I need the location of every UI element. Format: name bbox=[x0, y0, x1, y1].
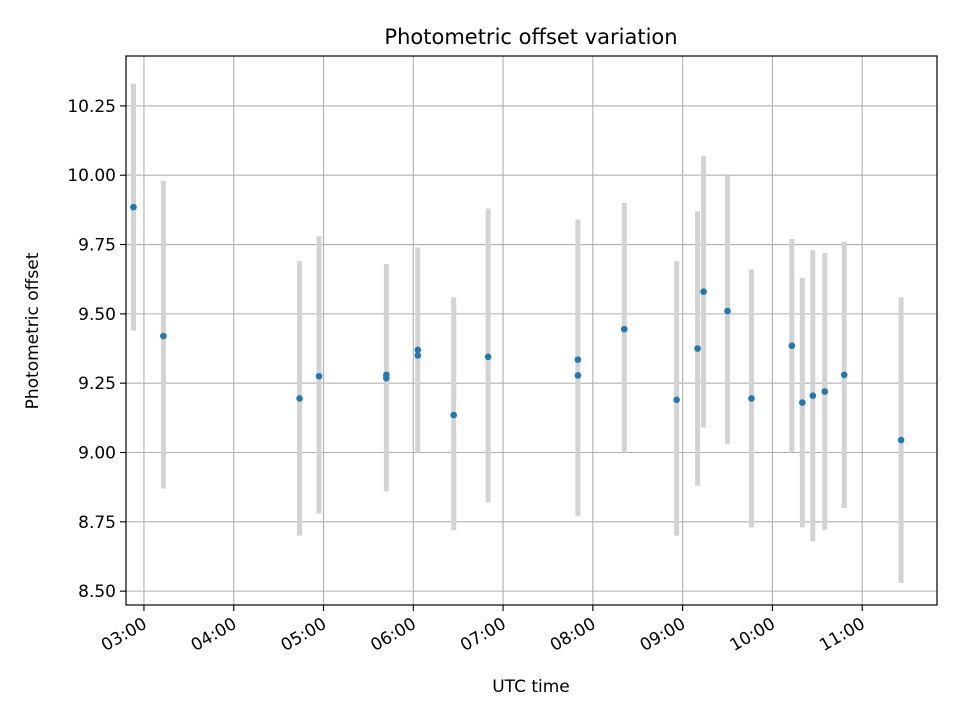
plot-area-frame bbox=[125, 55, 938, 606]
y-tick-label: 9.50 bbox=[78, 305, 116, 325]
data-point bbox=[673, 396, 680, 404]
data-point bbox=[296, 395, 303, 402]
y-tick-label: 9.25 bbox=[78, 374, 116, 394]
data-point bbox=[809, 392, 817, 399]
data-point bbox=[574, 372, 582, 379]
chart-title: Photometric offset variation bbox=[384, 25, 677, 49]
data-point bbox=[748, 395, 755, 402]
x-axis-title: UTC time bbox=[492, 677, 570, 697]
data-point bbox=[694, 345, 701, 352]
data-point bbox=[799, 399, 806, 406]
data-point bbox=[788, 342, 796, 350]
data-point bbox=[700, 288, 707, 295]
data-point bbox=[130, 203, 137, 211]
data-point bbox=[840, 371, 848, 379]
data-point bbox=[160, 332, 167, 340]
y-tick-label: 8.75 bbox=[78, 513, 116, 533]
y-tick-label: 9.00 bbox=[78, 444, 116, 464]
data-point bbox=[383, 374, 390, 382]
data-point bbox=[620, 325, 628, 333]
y-axis-title: Photometric offset bbox=[23, 252, 43, 409]
data-point bbox=[450, 411, 457, 419]
data-point bbox=[414, 352, 422, 359]
y-tick-label: 8.50 bbox=[78, 582, 116, 602]
y-tick-label: 9.75 bbox=[78, 236, 116, 256]
data-point bbox=[574, 356, 582, 363]
data-point bbox=[484, 353, 492, 361]
data-point bbox=[821, 388, 829, 395]
data-point bbox=[724, 307, 731, 315]
data-point bbox=[315, 372, 323, 380]
data-points bbox=[130, 203, 905, 444]
y-tick-label: 10.25 bbox=[67, 97, 116, 117]
y-tick-label: 10.00 bbox=[67, 166, 116, 186]
data-point bbox=[414, 346, 422, 354]
data-point bbox=[897, 436, 905, 444]
